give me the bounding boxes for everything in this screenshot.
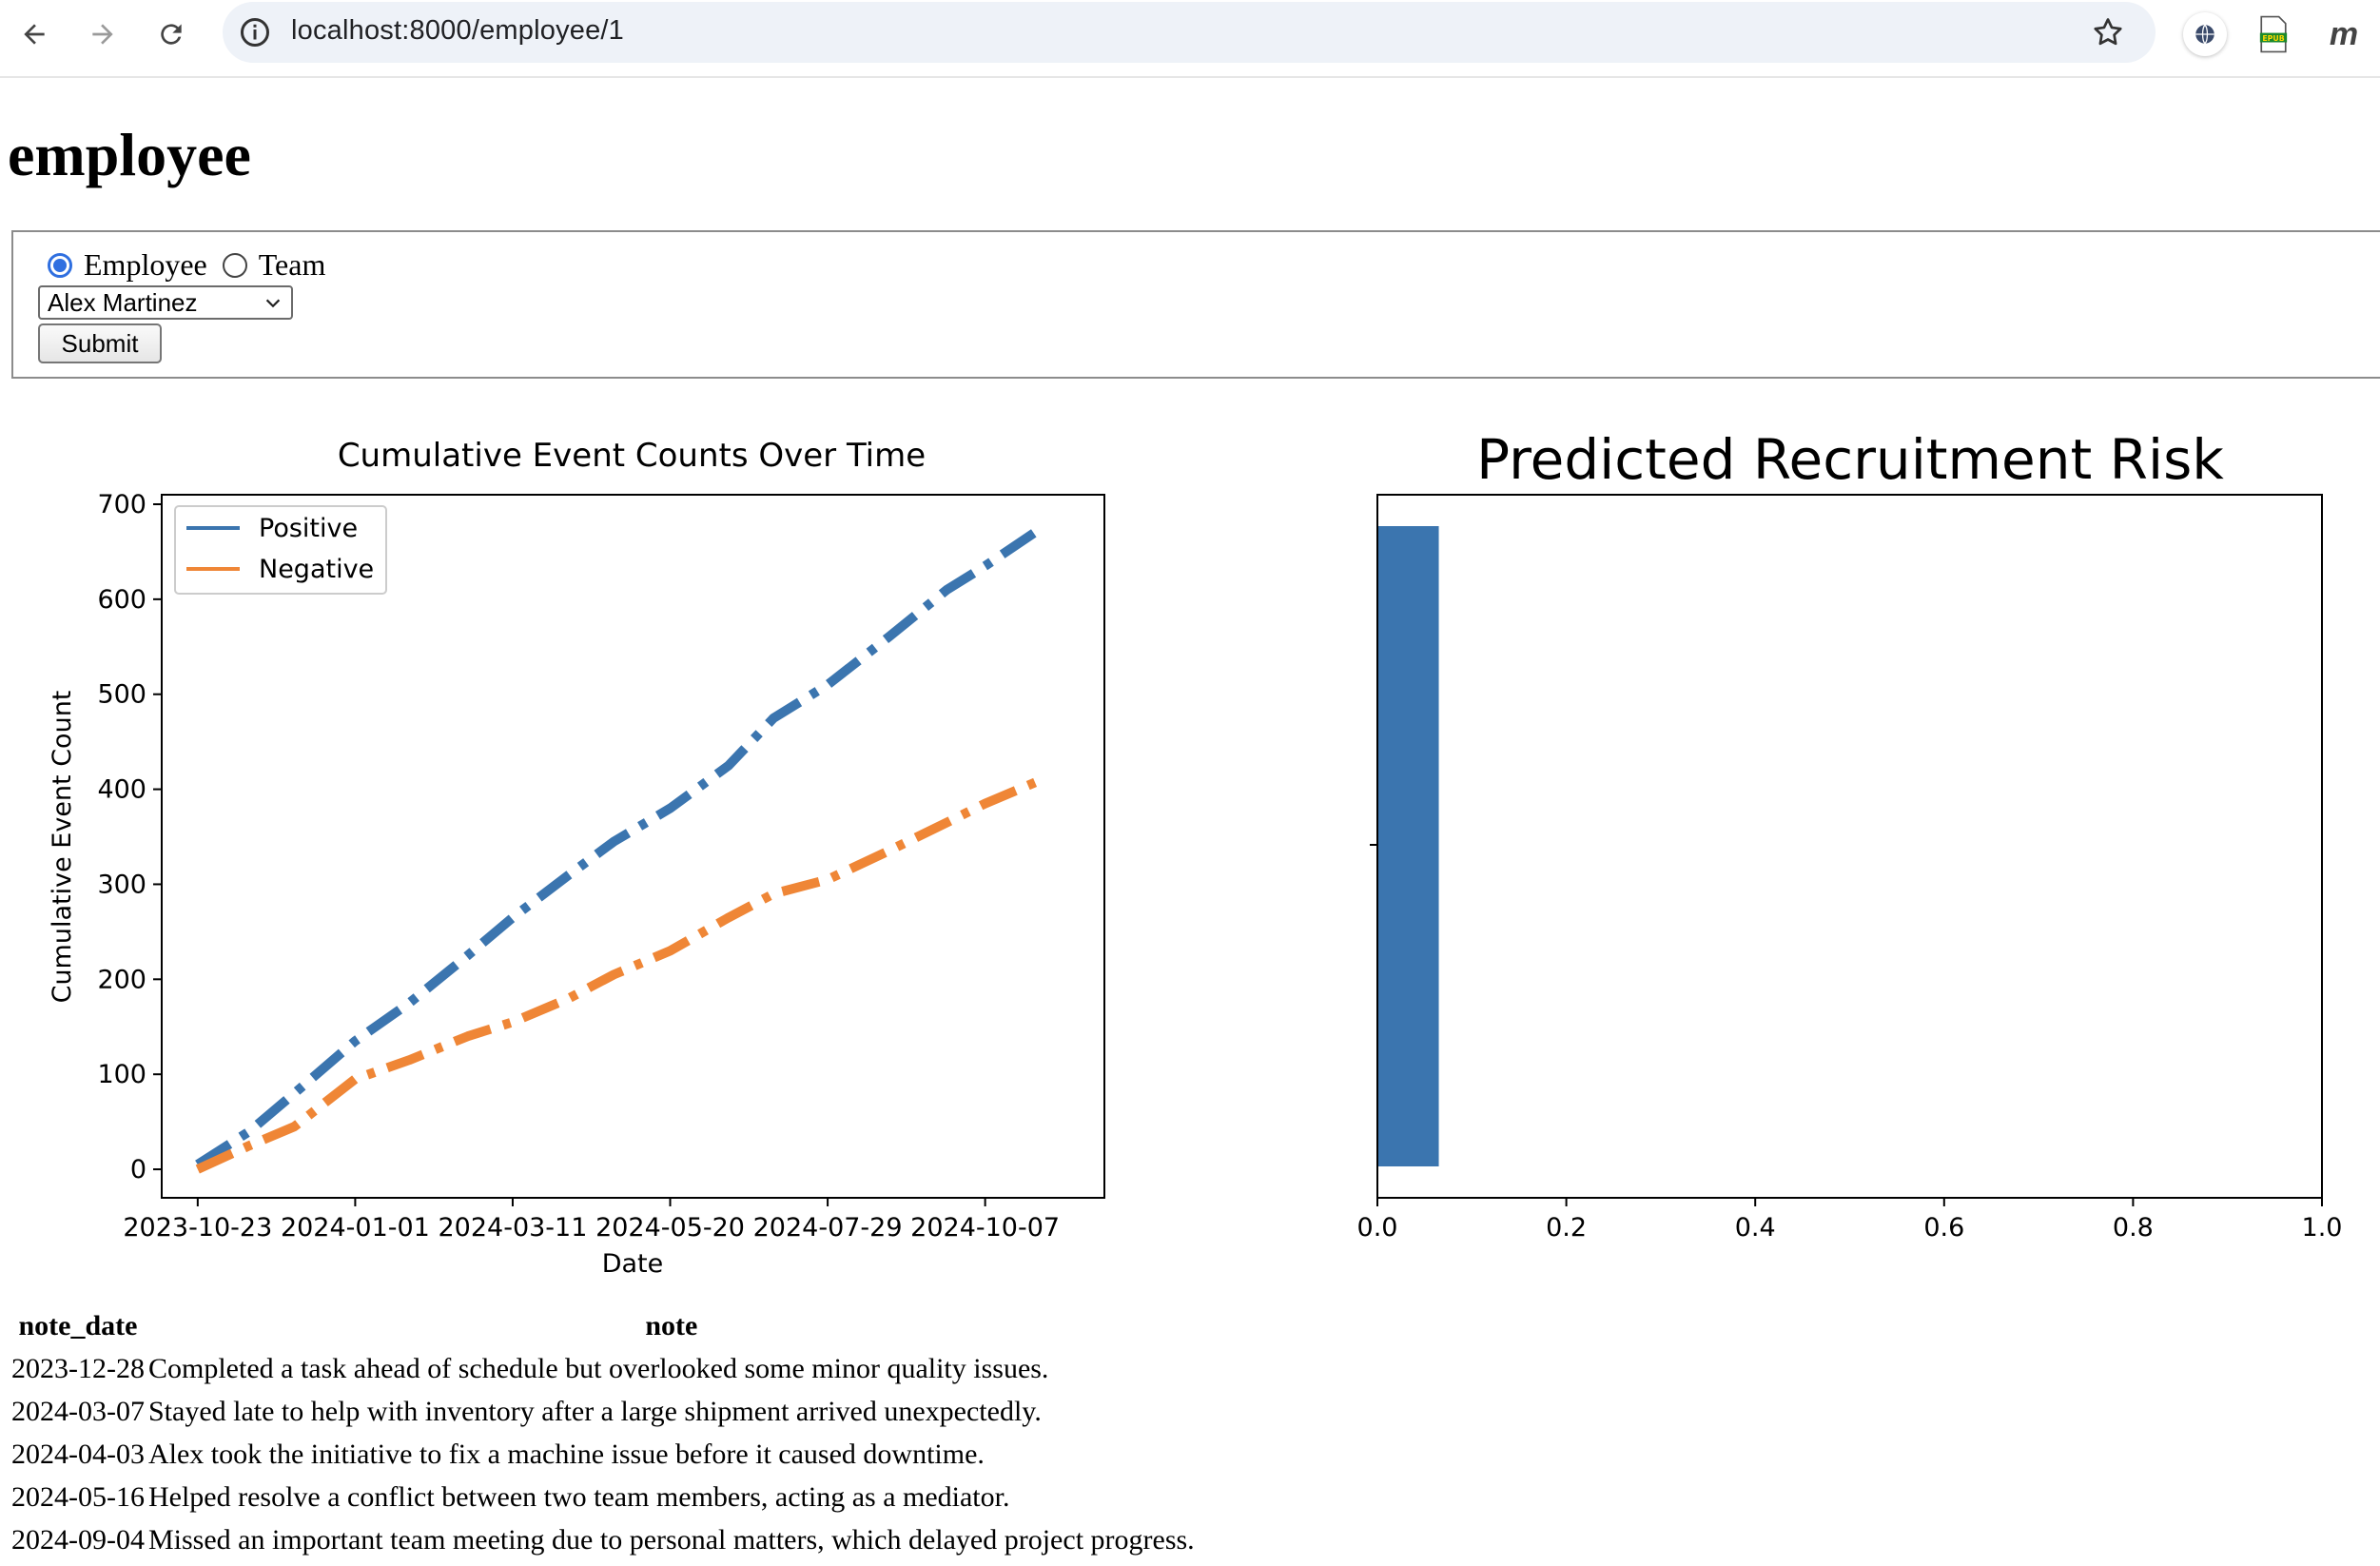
- x-tick-labels: 2023-10-23 2024-01-01 2024-03-11 2024-05-20…: [123, 1198, 1060, 1243]
- header-note: note: [645, 1310, 698, 1341]
- forward-arrow-icon: [92, 24, 113, 45]
- forward-button[interactable]: [82, 13, 124, 55]
- y-tick-label: 700: [97, 490, 146, 519]
- x-tick-label: 2024-03-11: [439, 1213, 588, 1243]
- table-row: 2024-05-16 Helped resolve a conflict bet…: [10, 1476, 1197, 1518]
- x-tick-label: 2024-07-29: [753, 1213, 903, 1243]
- y-tick-label: 400: [97, 775, 146, 805]
- notes-table: note_date note 2023-12-28 Completed a ta…: [10, 1305, 1197, 1561]
- note-date-cell: 2023-12-28: [11, 1352, 145, 1384]
- note-text-cell: Helped resolve a conflict between two te…: [147, 1480, 1010, 1513]
- x-axis-label: Date: [602, 1249, 664, 1279]
- chevron-down-icon: [265, 299, 281, 308]
- y-tick-label: 500: [97, 680, 146, 710]
- x-tick-label: 0.6: [1923, 1213, 1964, 1243]
- note-text-cell: Missed an important team meeting due to …: [147, 1523, 1195, 1556]
- table-row: 2023-12-28 Completed a task ahead of sch…: [10, 1347, 1197, 1390]
- submit-button[interactable]: Submit: [38, 323, 162, 363]
- epub-icon: EPUB: [2259, 15, 2288, 53]
- risk-bars: [1377, 526, 1439, 1166]
- note-text-cell: Alex took the initiative to fix a machin…: [147, 1438, 985, 1470]
- x-tick-label: 2024-05-20: [595, 1213, 745, 1243]
- bookmark-star-icon[interactable]: [2091, 15, 2125, 49]
- risk-chart-title: Predicted Recruitment Risk: [1476, 427, 2224, 492]
- employee-select-value: Alex Martinez: [48, 288, 198, 317]
- risk-x-tick-labels: 0.0 0.2 0.4 0.6 0.8 1.0: [1357, 1198, 2343, 1243]
- recruitment-risk-chart: Predicted Recruitment Risk 0.0 0.2 0.4 0.6 0…: [1357, 427, 2343, 1243]
- note-date-cell: 2024-03-07: [11, 1395, 145, 1427]
- y-tick-label: 100: [97, 1060, 146, 1089]
- m-logo-icon: m: [2329, 15, 2359, 52]
- back-arrow-icon: [24, 24, 45, 45]
- note-date-cell: 2024-05-16: [11, 1480, 145, 1513]
- series-line-positive: [195, 523, 1044, 1169]
- extension-epub-button[interactable]: EPUB: [2251, 11, 2296, 57]
- table-row: 2024-09-04 Missed an important team meet…: [10, 1518, 1197, 1561]
- x-tick-label: 2024-01-01: [281, 1213, 430, 1243]
- risk-plot-frame: [1376, 494, 2323, 1199]
- x-tick-label: 2024-10-07: [910, 1213, 1060, 1243]
- y-tick-label: 300: [97, 870, 146, 899]
- svg-text:EPUB: EPUB: [2262, 34, 2284, 43]
- radio-team[interactable]: [222, 252, 247, 278]
- radio-employee-label: Employee: [84, 247, 207, 282]
- extension-m-button[interactable]: m: [2321, 11, 2367, 57]
- x-tick-label: 0.0: [1357, 1213, 1398, 1243]
- address-bar[interactable]: localhost:8000/employee/1: [223, 2, 2156, 63]
- y-tick-labels: 0 100 200 300 400 500 600 700: [97, 490, 162, 1184]
- table-row: 2024-03-07 Stayed late to help with inve…: [10, 1390, 1197, 1433]
- y-tick-label: 0: [130, 1155, 146, 1184]
- y-tick-label: 200: [97, 965, 146, 994]
- browser-toolbar: localhost:8000/employee/1 EPUB m: [0, 0, 2380, 78]
- x-tick-label: 0.4: [1735, 1213, 1776, 1243]
- y-tick-label: 600: [97, 585, 146, 615]
- reload-icon: [161, 24, 182, 45]
- selection-form: Employee Team Alex Martinez Submit: [11, 230, 2380, 379]
- chart-title: Cumulative Event Counts Over Time: [338, 437, 926, 475]
- plot-frame: [161, 494, 1105, 1199]
- x-tick-label: 0.8: [2113, 1213, 2154, 1243]
- series-line-negative: [195, 774, 1044, 1174]
- back-button[interactable]: [13, 13, 55, 55]
- risk-bar: [1377, 526, 1439, 1166]
- cumulative-events-chart: Cumulative Event Counts Over Time 0 100 20…: [48, 437, 1105, 1279]
- header-note-date: note_date: [18, 1310, 138, 1341]
- employee-select[interactable]: Alex Martinez: [38, 285, 293, 320]
- extension-globe-icon: [2195, 24, 2214, 45]
- page-title: employee: [8, 121, 251, 188]
- extension-1-button[interactable]: [2182, 11, 2228, 57]
- y-axis-label: Cumulative Event Count: [48, 691, 77, 1004]
- note-date-cell: 2024-09-04: [11, 1523, 145, 1556]
- note-date-cell: 2024-04-03: [11, 1438, 145, 1470]
- radio-employee[interactable]: [48, 252, 72, 278]
- series-lines: [195, 523, 1044, 1174]
- table-row: 2024-04-03 Alex took the initiative to f…: [10, 1433, 1197, 1476]
- x-tick-label: 2023-10-23: [123, 1213, 272, 1243]
- radio-team-label: Team: [258, 247, 326, 282]
- reload-button[interactable]: [150, 13, 192, 55]
- x-tick-label: 1.0: [2302, 1213, 2343, 1243]
- legend-negative-label: Negative: [259, 555, 374, 584]
- note-text-cell: Stayed late to help with inventory after…: [147, 1395, 1042, 1427]
- legend-positive-label: Positive: [259, 514, 358, 543]
- url-text: localhost:8000/employee/1: [291, 15, 625, 46]
- x-tick-label: 0.2: [1546, 1213, 1587, 1243]
- notes-header-row: note_date note: [10, 1305, 1197, 1347]
- site-info-icon[interactable]: [238, 15, 272, 49]
- note-text-cell: Completed a task ahead of schedule but o…: [147, 1352, 1049, 1384]
- chart-legend: Positive Negative: [174, 505, 387, 595]
